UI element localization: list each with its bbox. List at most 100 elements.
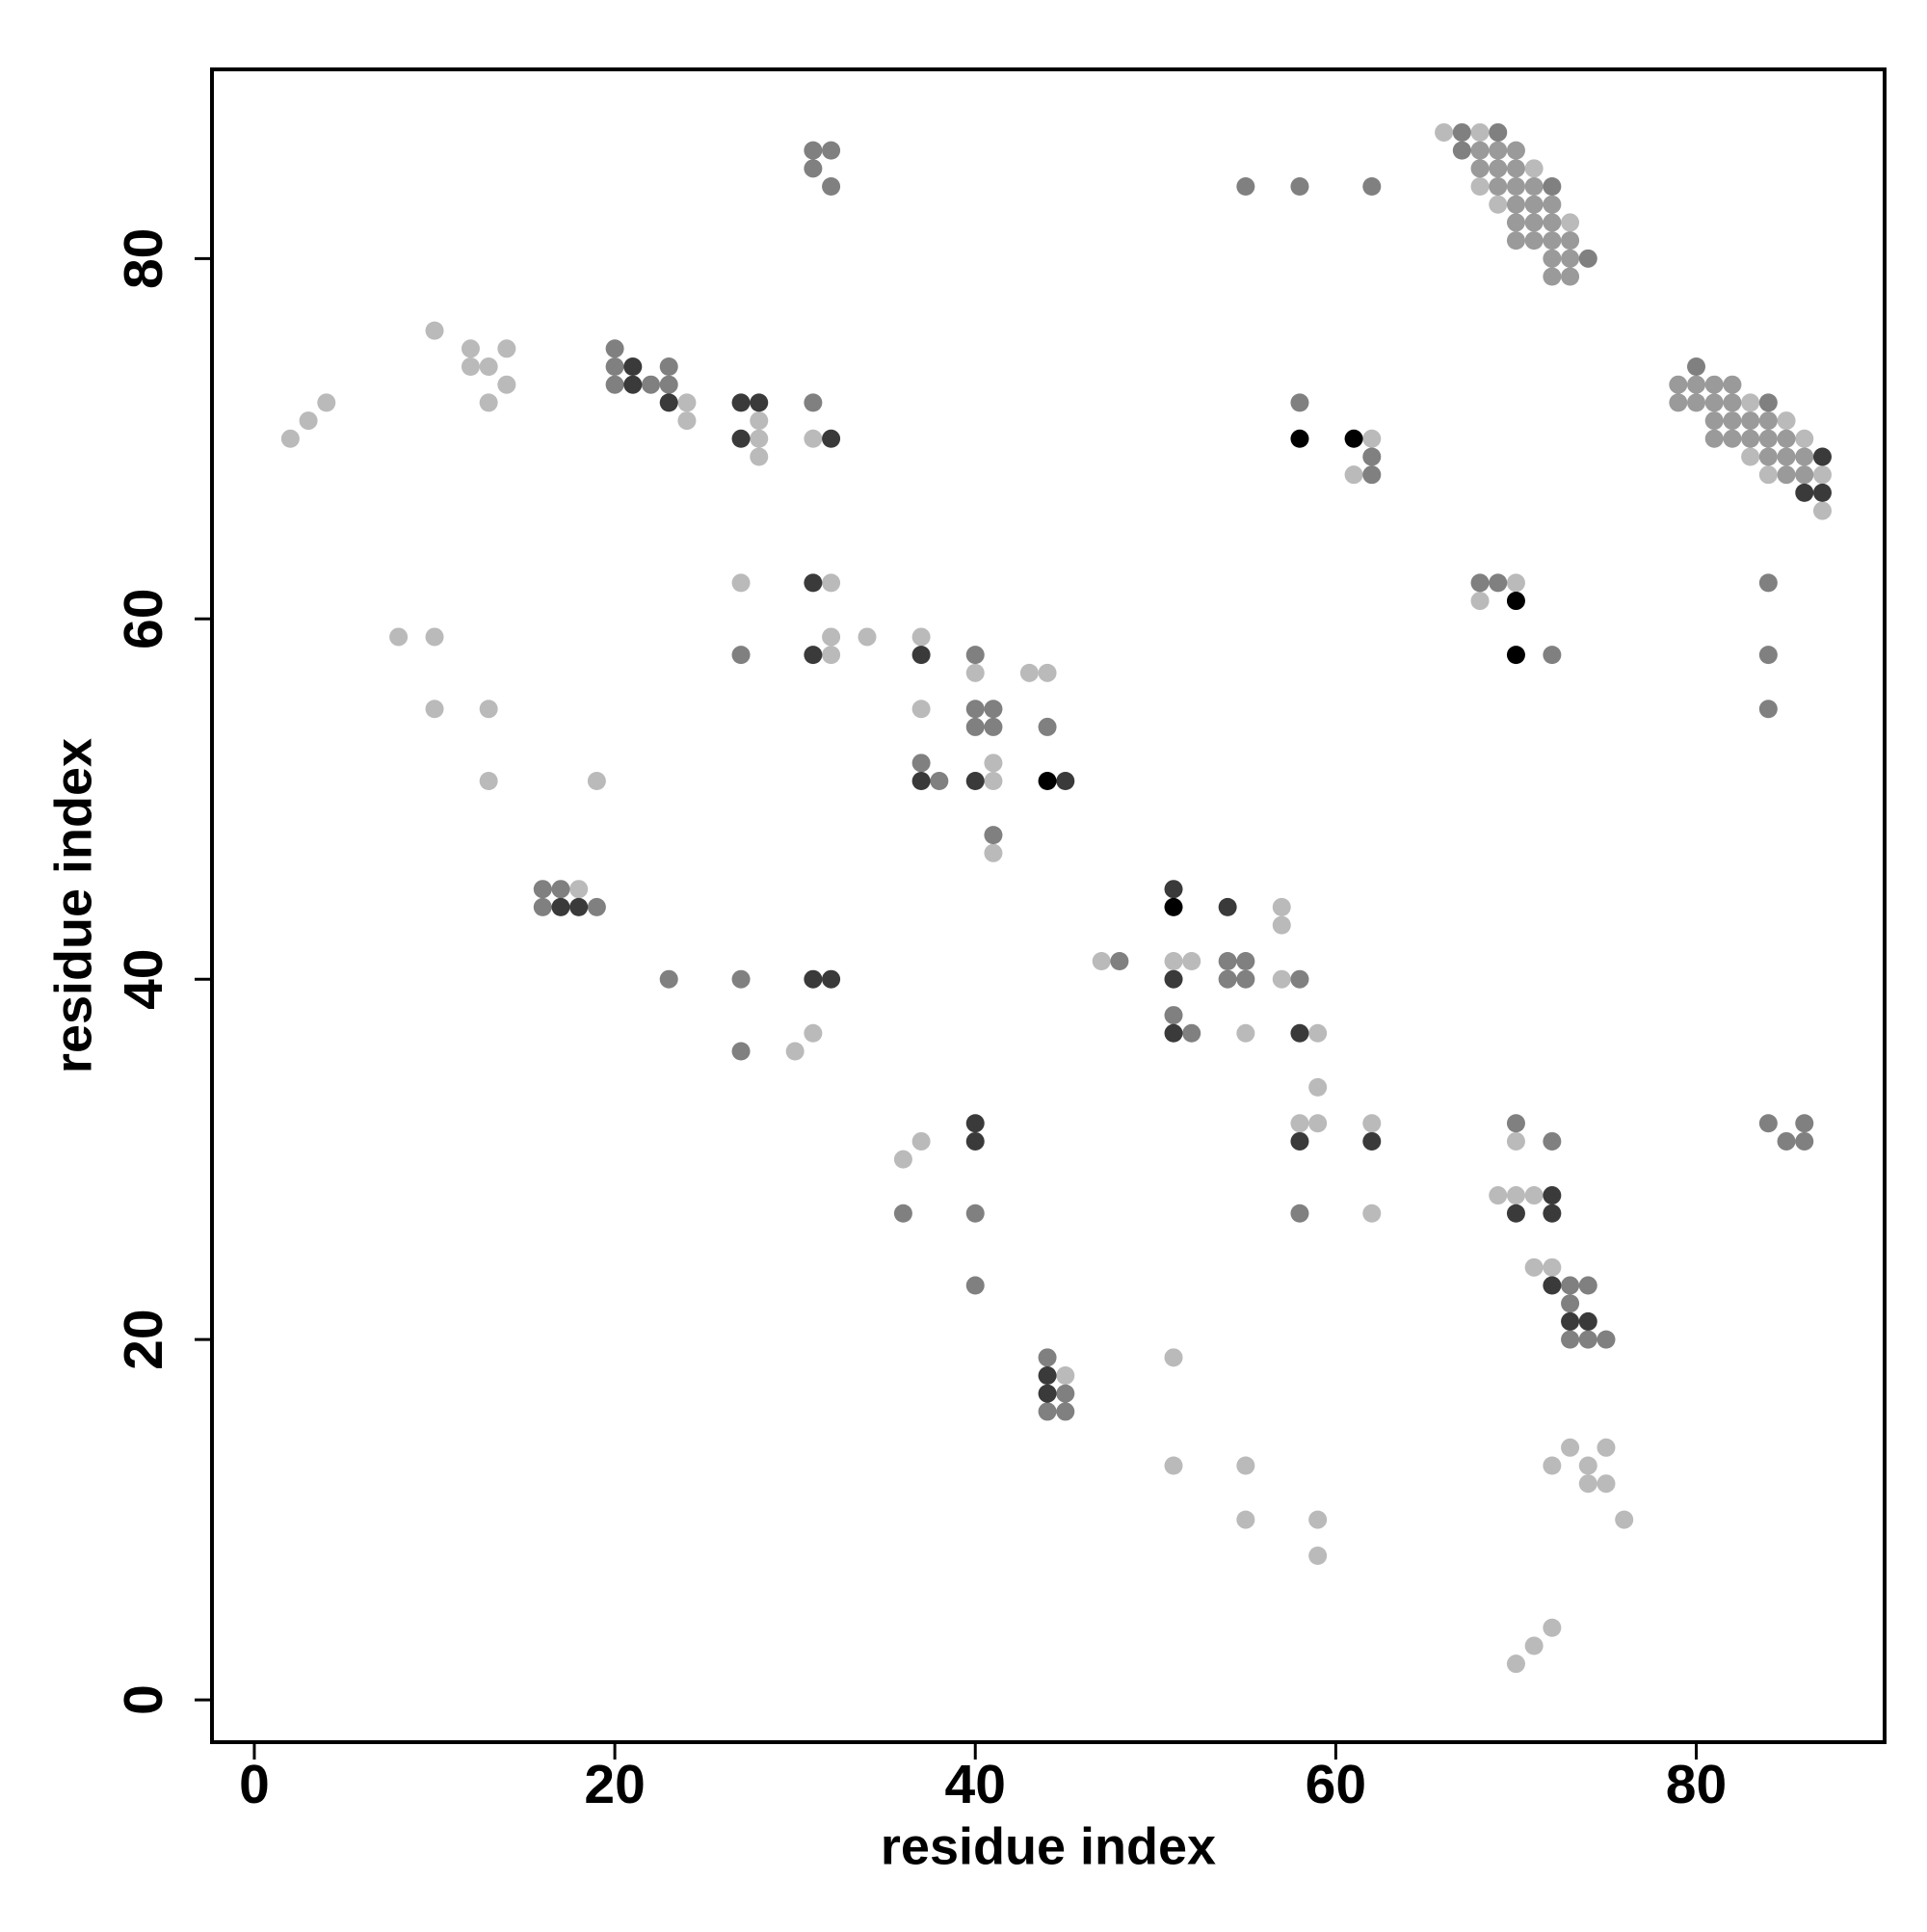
point: [1290, 393, 1309, 412]
point: [1524, 159, 1544, 178]
point: [1056, 1402, 1075, 1421]
point: [1308, 1546, 1328, 1565]
point: [1362, 1204, 1382, 1223]
point: [1578, 1330, 1597, 1349]
point: [479, 357, 498, 376]
point: [587, 772, 606, 791]
point: [1741, 429, 1760, 448]
point: [1506, 159, 1525, 178]
point: [1452, 141, 1471, 160]
point: [1470, 159, 1490, 178]
point: [804, 159, 823, 178]
point: [1578, 1276, 1597, 1295]
point: [1741, 411, 1760, 431]
point: [984, 843, 1003, 862]
point: [1489, 1186, 1508, 1205]
point: [1812, 501, 1832, 520]
point: [1164, 1456, 1183, 1475]
point: [1164, 951, 1183, 970]
point: [533, 880, 552, 899]
point: [389, 627, 409, 647]
point: [1543, 1456, 1562, 1475]
x-tick-label: 20: [584, 1754, 645, 1815]
point: [984, 826, 1003, 845]
point: [1597, 1474, 1616, 1494]
point: [1777, 465, 1796, 485]
y-tick-label: 40: [113, 948, 174, 1009]
point: [1777, 447, 1796, 466]
point: [1687, 375, 1706, 394]
point: [605, 339, 624, 358]
point: [1056, 772, 1075, 791]
point: [965, 1204, 985, 1223]
point: [731, 573, 751, 593]
point: [1758, 1114, 1778, 1133]
y-axis-title: residue index: [44, 738, 102, 1073]
point: [1362, 177, 1382, 197]
point: [965, 700, 985, 719]
point: [1470, 122, 1490, 142]
point: [804, 429, 823, 448]
point: [1452, 122, 1471, 142]
point: [1110, 951, 1129, 970]
point: [299, 411, 318, 431]
point: [1795, 1131, 1814, 1151]
point: [1236, 1023, 1255, 1043]
point: [1524, 177, 1544, 197]
point: [1795, 1114, 1814, 1133]
point: [1218, 897, 1237, 916]
point: [750, 411, 769, 431]
point: [461, 357, 480, 376]
point: [461, 339, 480, 358]
point: [1561, 1311, 1580, 1331]
point: [1290, 1131, 1309, 1151]
point: [1669, 393, 1688, 412]
point: [1543, 1131, 1562, 1151]
point: [1561, 1330, 1580, 1349]
point: [750, 447, 769, 466]
point: [911, 700, 931, 719]
plot-frame: [210, 67, 1887, 1744]
point: [804, 969, 823, 989]
point: [1164, 880, 1183, 899]
point: [1578, 249, 1597, 268]
point: [1164, 1348, 1183, 1367]
point: [1182, 1023, 1201, 1043]
point: [1812, 483, 1832, 502]
point: [1758, 429, 1778, 448]
point: [425, 321, 444, 340]
point: [750, 429, 769, 448]
point: [659, 393, 678, 412]
point: [1506, 1204, 1525, 1223]
point: [804, 1023, 823, 1043]
y-tick-label: 20: [113, 1309, 174, 1369]
point: [659, 357, 678, 376]
point: [1362, 1131, 1382, 1151]
point: [1038, 717, 1057, 736]
point: [1164, 969, 1183, 989]
point: [1362, 429, 1382, 448]
point: [1038, 1366, 1057, 1386]
point: [1795, 483, 1814, 502]
point: [1470, 573, 1490, 593]
point: [822, 646, 841, 665]
point: [1092, 951, 1111, 970]
point: [1506, 592, 1525, 611]
point: [731, 429, 751, 448]
point: [1019, 663, 1039, 682]
point: [1723, 411, 1742, 431]
point: [642, 375, 661, 394]
point: [1362, 447, 1382, 466]
point: [858, 627, 877, 647]
point: [731, 646, 751, 665]
point: [804, 141, 823, 160]
point: [1489, 141, 1508, 160]
point: [1758, 573, 1778, 593]
point: [893, 1150, 912, 1169]
point: [1236, 951, 1255, 970]
point: [1578, 1456, 1597, 1475]
point: [1777, 429, 1796, 448]
point: [1344, 465, 1363, 485]
point: [1578, 1311, 1597, 1331]
point: [677, 411, 697, 431]
